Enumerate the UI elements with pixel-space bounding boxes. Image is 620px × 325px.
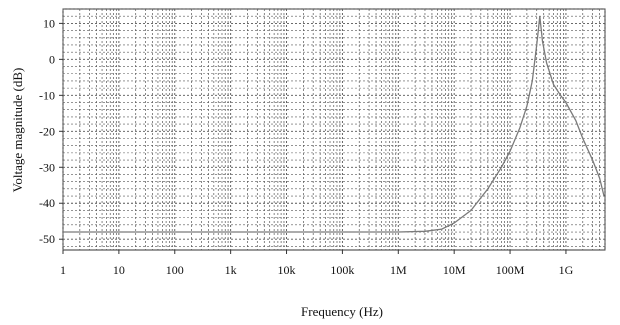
y-tick-label: -30: [39, 160, 55, 174]
y-tick-label: -10: [39, 88, 55, 102]
y-axis-title: Voltage magnitude (dB): [10, 68, 25, 193]
x-tick-label: 1k: [225, 263, 237, 277]
x-tick-label: 1M: [390, 263, 407, 277]
series-layer: [63, 16, 605, 233]
x-axis-title: Frequency (Hz): [301, 304, 383, 319]
y-tick-label: 10: [43, 16, 55, 30]
y-tick-label: -40: [39, 196, 55, 210]
y-tick-label: 0: [49, 52, 55, 66]
x-tick-label: 1G: [559, 263, 574, 277]
series-line-1: [63, 16, 605, 233]
grid: [62, 8, 606, 250]
x-tick-label: 100k: [330, 263, 354, 277]
x-tick-label: 100M: [496, 263, 525, 277]
y-tick-label: -20: [39, 124, 55, 138]
x-tick-label: 10: [113, 263, 125, 277]
x-tick-label: 100: [166, 263, 184, 277]
x-tick-label: 1: [60, 263, 66, 277]
x-tick-label: 10k: [278, 263, 296, 277]
axis-ticks: 1 10 100 1k 10k 100k 1M 10M 100M 1G100-10-20-30-4…: [39, 16, 574, 277]
x-tick-label: 10M: [443, 263, 466, 277]
y-tick-label: -50: [39, 232, 55, 246]
